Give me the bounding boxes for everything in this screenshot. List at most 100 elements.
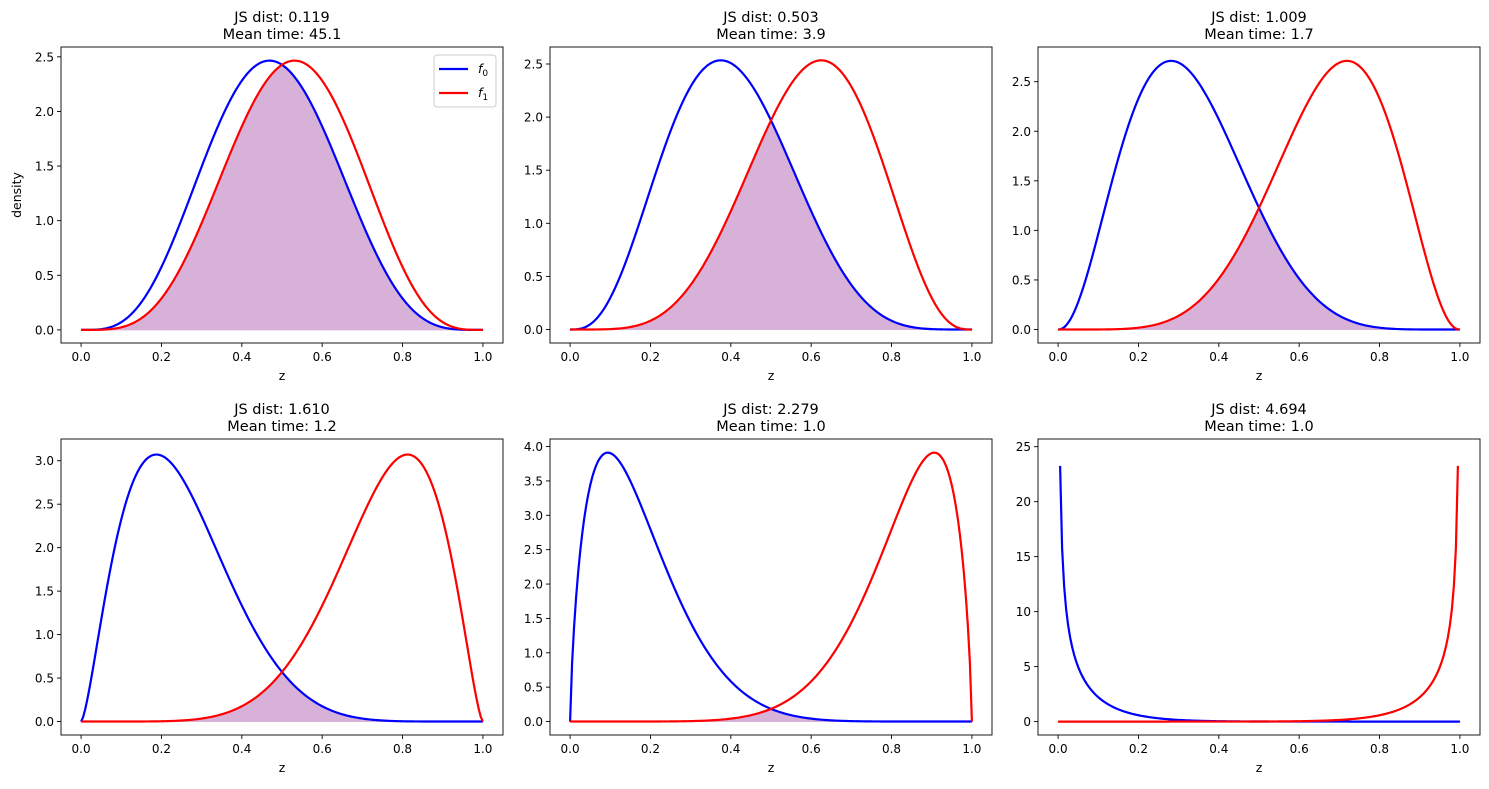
subplot-title-js: JS dist: 1.610 bbox=[233, 402, 330, 418]
overlap-area bbox=[569, 708, 973, 723]
y-tick-label: 0.5 bbox=[1012, 273, 1031, 287]
legend-label-f0: f0 bbox=[478, 61, 488, 79]
y-tick-label: 10 bbox=[1016, 605, 1031, 619]
x-tick-label: 0.6 bbox=[1290, 742, 1309, 756]
x-tick-label: 0.2 bbox=[1129, 742, 1148, 756]
subplot-title-time: Mean time: 1.0 bbox=[716, 419, 825, 435]
x-tick-label: 1.0 bbox=[473, 742, 492, 756]
subplot-3: 0.0 0.2 0.4 0.6 0.8 1.0 0.0 0.5 1.0 1.5 2.0 2.5 JS d… bbox=[1012, 10, 1481, 383]
x-tick-label: 0.8 bbox=[393, 742, 412, 756]
y-tick-label: 2.0 bbox=[35, 105, 54, 119]
y-tick-label: 0.5 bbox=[35, 269, 54, 283]
x-tick-label: 1.0 bbox=[962, 742, 981, 756]
legend: f0 f1 bbox=[433, 54, 497, 108]
y-tick-label: 1.5 bbox=[1012, 174, 1031, 188]
y-tick-label: 0 bbox=[1023, 715, 1031, 729]
x-tick-label: 1.0 bbox=[1450, 350, 1469, 364]
subplot-title-time: Mean time: 45.1 bbox=[223, 27, 342, 43]
axes-frame bbox=[549, 46, 993, 344]
subplot-title-js: JS dist: 0.503 bbox=[722, 10, 819, 26]
x-axis-label: z bbox=[1256, 368, 1263, 383]
subplot-6: 0.0 0.2 0.4 0.6 0.8 1.0 0 5 10 15 20 25 JS dist: 4.6… bbox=[1016, 402, 1481, 775]
y-tick-label: 4.0 bbox=[524, 440, 543, 454]
y-tick-label: 2.0 bbox=[35, 541, 54, 555]
series-line-f1 bbox=[570, 59, 972, 331]
x-tick-label: 1.0 bbox=[962, 350, 981, 364]
x-tick-label: 0.0 bbox=[72, 350, 91, 364]
y-tick-label: 1.0 bbox=[35, 628, 54, 642]
x-tick-label: 0.8 bbox=[1370, 350, 1389, 364]
subplot-2: 0.0 0.2 0.4 0.6 0.8 1.0 0.0 0.5 1.0 1.5 2.0 2.5 JS d… bbox=[524, 10, 993, 383]
y-tick-label: 1.5 bbox=[524, 164, 543, 178]
x-tick-label: 0.8 bbox=[1370, 742, 1389, 756]
series-line-f0 bbox=[568, 451, 972, 723]
y-tick-label: 5 bbox=[1023, 660, 1031, 674]
x-tick-label: 1.0 bbox=[473, 350, 492, 364]
legend-label-subscript: 0 bbox=[482, 69, 488, 79]
x-axis-label: z bbox=[768, 368, 775, 383]
subplot-title-js: JS dist: 1.009 bbox=[1210, 10, 1307, 26]
legend-label-subscript: 1 bbox=[482, 93, 488, 103]
x-tick-label: 0.0 bbox=[1049, 350, 1068, 364]
x-tick-label: 0.2 bbox=[641, 742, 660, 756]
x-tick-label: 0.4 bbox=[232, 742, 251, 756]
subplot-title-js: JS dist: 4.694 bbox=[1210, 402, 1307, 418]
subplot-4: 0.0 0.2 0.4 0.6 0.8 1.0 0.0 0.5 1.0 1.5 2.0 2.5 3.0 J… bbox=[35, 402, 504, 775]
x-tick-label: 0.2 bbox=[152, 350, 171, 364]
y-tick-label: 1.5 bbox=[35, 160, 54, 174]
axes-frame bbox=[1037, 438, 1481, 736]
y-tick-label: 2.5 bbox=[35, 498, 54, 512]
x-tick-label: 0.4 bbox=[1209, 742, 1228, 756]
legend-label-f1: f1 bbox=[478, 85, 488, 103]
overlap-area bbox=[80, 671, 484, 723]
series-line-f1 bbox=[81, 453, 484, 723]
x-tick-label: 0.2 bbox=[641, 350, 660, 364]
y-tick-label: 1.0 bbox=[35, 214, 54, 228]
subplot-title-time: Mean time: 1.2 bbox=[227, 419, 336, 435]
y-tick-label: 2.0 bbox=[524, 578, 543, 592]
x-axis-label: z bbox=[279, 368, 286, 383]
y-tick-label: 2.5 bbox=[35, 50, 54, 64]
x-tick-label: 0.6 bbox=[313, 742, 332, 756]
axes-frame bbox=[60, 46, 504, 344]
x-tick-label: 0.6 bbox=[313, 350, 332, 364]
y-tick-label: 3.0 bbox=[35, 454, 54, 468]
x-tick-label: 1.0 bbox=[1450, 742, 1469, 756]
series-line-f1 bbox=[570, 451, 974, 723]
subplot-1: 0.0 0.2 0.4 0.6 0.8 1.0 0.0 0.5 1.0 1.5 2.0 2.5 JS d… bbox=[9, 10, 504, 383]
x-tick-label: 0.0 bbox=[72, 742, 91, 756]
axes-frame bbox=[1037, 46, 1481, 344]
x-tick-label: 0.4 bbox=[232, 350, 251, 364]
y-tick-label: 2.0 bbox=[524, 111, 543, 125]
axes-frame bbox=[549, 438, 993, 736]
y-tick-label: 2.5 bbox=[1012, 75, 1031, 89]
x-axis-label: z bbox=[1256, 760, 1263, 775]
y-tick-label: 25 bbox=[1016, 440, 1031, 454]
x-tick-label: 0.2 bbox=[1129, 350, 1148, 364]
y-tick-label: 0.0 bbox=[524, 715, 543, 729]
y-tick-label: 2.5 bbox=[524, 57, 543, 71]
y-tick-label: 0.5 bbox=[524, 270, 543, 284]
overlap-area bbox=[569, 119, 973, 331]
y-tick-label: 1.5 bbox=[524, 612, 543, 626]
x-tick-label: 0.0 bbox=[561, 742, 580, 756]
subplot-title-time: Mean time: 1.7 bbox=[1204, 27, 1313, 43]
overlap-area bbox=[80, 64, 484, 331]
series-line-f1 bbox=[81, 59, 483, 331]
subplot-title-time: Mean time: 3.9 bbox=[716, 27, 825, 43]
y-tick-label: 0.5 bbox=[524, 681, 543, 695]
x-tick-label: 0.4 bbox=[1209, 350, 1228, 364]
series-line-f1 bbox=[1058, 465, 1459, 723]
y-tick-label: 0.5 bbox=[35, 672, 54, 686]
y-tick-label: 0.0 bbox=[1012, 323, 1031, 337]
y-tick-label: 0.0 bbox=[524, 323, 543, 337]
subplot-title-js: JS dist: 0.119 bbox=[233, 10, 330, 26]
x-tick-label: 0.4 bbox=[721, 742, 740, 756]
series-line-f0 bbox=[1059, 465, 1460, 723]
x-tick-label: 0.2 bbox=[152, 742, 171, 756]
x-tick-label: 0.6 bbox=[802, 350, 821, 364]
overlap-area bbox=[1057, 206, 1461, 331]
x-axis-label: z bbox=[279, 760, 286, 775]
subplot-5: 0.0 0.2 0.4 0.6 0.8 1.0 0.0 0.5 1.0 1.5 2.0 2.5 3.0 3… bbox=[524, 402, 993, 775]
